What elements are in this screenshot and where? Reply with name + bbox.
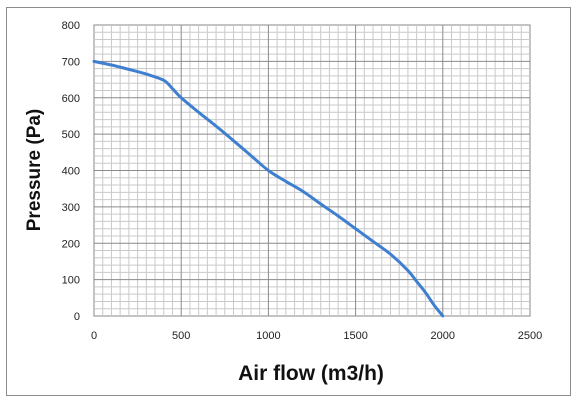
y-tick-label: 800 [62, 20, 80, 32]
y-tick-label: 300 [62, 202, 80, 214]
y-tick-label: 400 [62, 166, 80, 178]
major-grid-lines [94, 25, 530, 316]
y-tick-label: 500 [62, 129, 80, 141]
y-axis-title: Pressure (Pa) [24, 109, 45, 232]
x-tick-label: 1000 [256, 330, 280, 342]
tick-labels: 0 500 1000 1500 2000 2500 0 100 200 300 400 500 600 7… [62, 20, 543, 342]
y-tick-label: 600 [62, 93, 80, 105]
y-tick-label: 700 [62, 56, 80, 68]
x-tick-label: 1500 [343, 330, 367, 342]
x-tick-label: 2000 [431, 330, 455, 342]
y-tick-label: 100 [62, 275, 80, 287]
x-tick-label: 500 [172, 330, 190, 342]
y-tick-label: 200 [62, 238, 80, 250]
y-tick-label: 0 [74, 311, 80, 323]
x-tick-label: 2500 [518, 330, 542, 342]
x-axis-title: Air flow (m3/h) [238, 362, 384, 385]
x-tick-label: 0 [91, 330, 97, 342]
series-line-pressure-curve [92, 59, 445, 318]
